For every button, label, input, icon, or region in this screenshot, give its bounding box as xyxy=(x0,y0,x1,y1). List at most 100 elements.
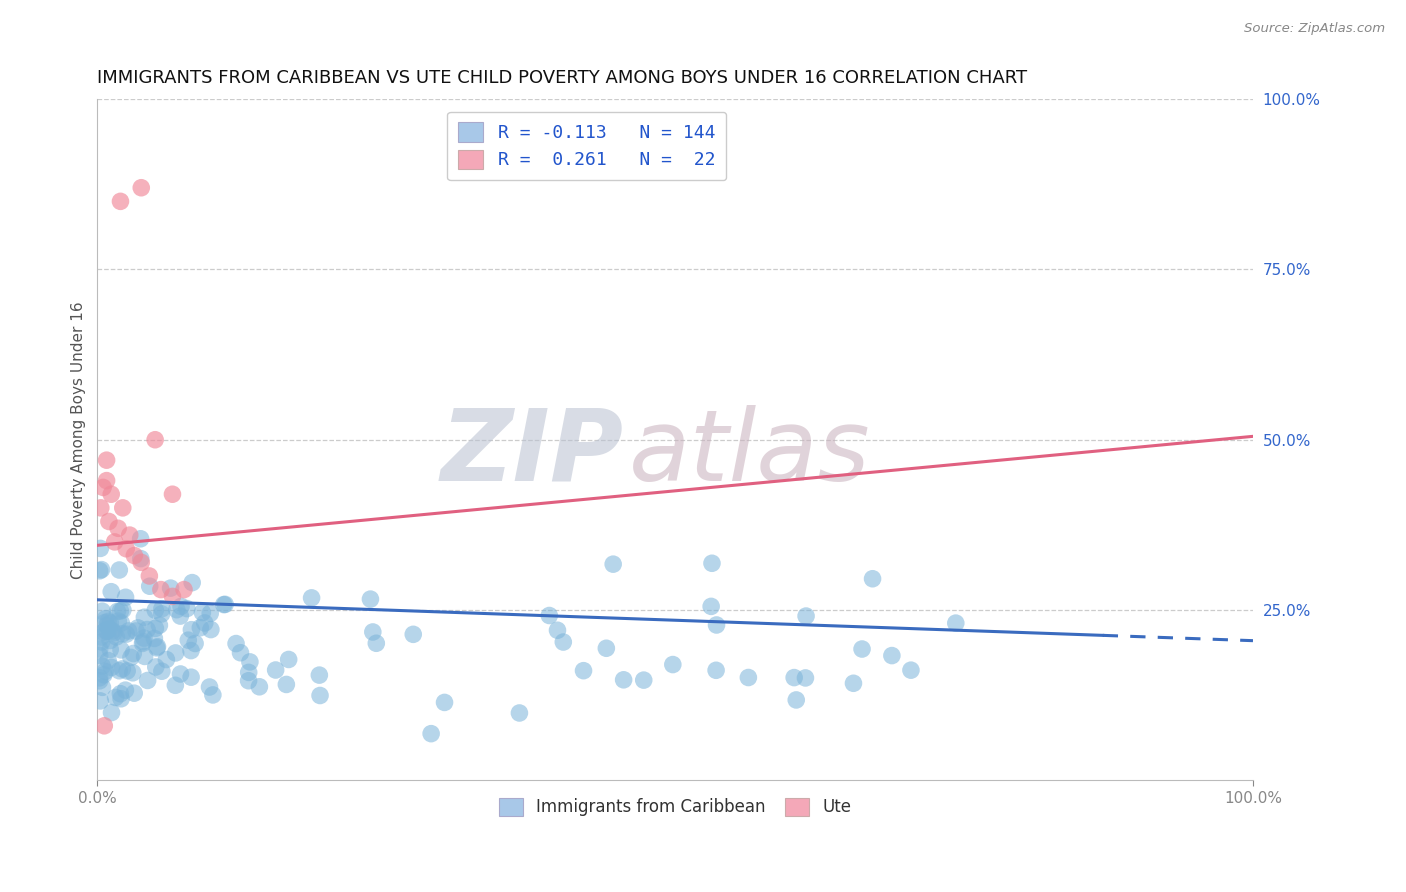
Point xyxy=(264,663,287,677)
Point xyxy=(124,549,146,563)
Point xyxy=(96,474,118,488)
Point xyxy=(138,569,160,583)
Point xyxy=(146,640,169,654)
Point xyxy=(136,623,159,637)
Point xyxy=(93,615,115,630)
Point xyxy=(162,487,184,501)
Point xyxy=(125,624,148,638)
Y-axis label: Child Poverty Among Boys Under 16: Child Poverty Among Boys Under 16 xyxy=(72,301,86,579)
Point xyxy=(783,671,806,685)
Point xyxy=(176,601,198,615)
Point xyxy=(229,646,252,660)
Point xyxy=(180,643,202,657)
Point xyxy=(114,683,136,698)
Point xyxy=(111,626,134,640)
Point xyxy=(842,676,865,690)
Point xyxy=(184,636,207,650)
Point xyxy=(110,687,132,701)
Point xyxy=(277,652,299,666)
Point xyxy=(122,647,145,661)
Point xyxy=(101,624,124,638)
Point xyxy=(104,690,127,705)
Point xyxy=(134,649,156,664)
Point xyxy=(155,652,177,666)
Point xyxy=(146,640,169,655)
Point xyxy=(169,667,191,681)
Point xyxy=(121,665,143,680)
Point xyxy=(115,627,138,641)
Point xyxy=(301,591,323,605)
Point xyxy=(200,623,222,637)
Point xyxy=(115,541,138,556)
Point xyxy=(90,635,112,649)
Point xyxy=(700,599,723,614)
Point xyxy=(247,680,270,694)
Point xyxy=(900,663,922,677)
Point xyxy=(90,563,112,577)
Point xyxy=(700,556,723,570)
Point xyxy=(100,584,122,599)
Point xyxy=(402,627,425,641)
Point xyxy=(129,532,152,546)
Point xyxy=(166,603,188,617)
Point xyxy=(100,487,122,501)
Point xyxy=(143,632,166,646)
Point xyxy=(108,563,131,577)
Point xyxy=(191,606,214,620)
Point xyxy=(143,433,166,447)
Point xyxy=(91,480,114,494)
Point xyxy=(96,453,118,467)
Point xyxy=(309,689,332,703)
Point xyxy=(110,615,132,630)
Point xyxy=(238,673,260,688)
Point xyxy=(188,621,211,635)
Point xyxy=(366,636,388,650)
Point xyxy=(212,598,235,612)
Point xyxy=(98,623,121,637)
Legend: Immigrants from Caribbean, Ute: Immigrants from Caribbean, Ute xyxy=(492,791,858,823)
Point xyxy=(111,603,134,617)
Point xyxy=(177,633,200,648)
Point xyxy=(200,607,222,621)
Point xyxy=(150,601,173,615)
Point xyxy=(704,663,727,677)
Point xyxy=(110,194,132,209)
Point xyxy=(145,621,167,635)
Point xyxy=(169,609,191,624)
Point xyxy=(170,599,193,614)
Point xyxy=(107,614,129,628)
Point xyxy=(93,667,115,681)
Text: IMMIGRANTS FROM CARIBBEAN VS UTE CHILD POVERTY AMONG BOYS UNDER 16 CORRELATION C: IMMIGRANTS FROM CARIBBEAN VS UTE CHILD P… xyxy=(97,69,1028,87)
Point xyxy=(91,659,114,673)
Point xyxy=(138,579,160,593)
Point xyxy=(103,625,125,640)
Point xyxy=(553,635,575,649)
Point xyxy=(100,660,122,674)
Point xyxy=(117,624,139,638)
Point xyxy=(180,670,202,684)
Point xyxy=(129,555,152,569)
Point xyxy=(104,535,127,549)
Point xyxy=(148,618,170,632)
Point xyxy=(97,615,120,629)
Point xyxy=(97,653,120,667)
Point xyxy=(98,615,121,630)
Point xyxy=(662,657,685,672)
Text: atlas: atlas xyxy=(628,405,870,502)
Point xyxy=(180,623,202,637)
Point xyxy=(94,624,117,638)
Point xyxy=(276,677,298,691)
Point xyxy=(114,591,136,605)
Point xyxy=(547,624,569,638)
Point xyxy=(110,691,132,706)
Point xyxy=(89,648,111,663)
Point xyxy=(143,603,166,617)
Point xyxy=(122,686,145,700)
Point xyxy=(93,719,115,733)
Point xyxy=(131,636,153,650)
Point xyxy=(198,680,221,694)
Point xyxy=(91,604,114,618)
Point xyxy=(94,665,117,679)
Point xyxy=(633,673,655,687)
Point xyxy=(89,694,111,708)
